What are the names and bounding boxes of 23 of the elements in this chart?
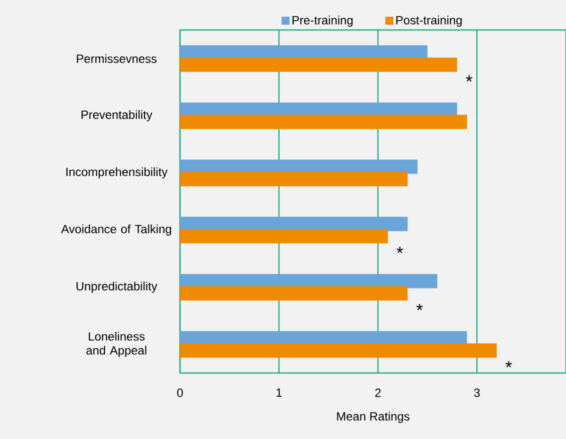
x-tick-label: 3 xyxy=(474,388,480,397)
y-tick-label: Permissevness xyxy=(76,54,157,63)
x-tick-label: 0 xyxy=(177,388,183,397)
annotation: * xyxy=(396,246,404,254)
annotation: * xyxy=(416,304,423,310)
bar xyxy=(180,58,458,72)
bar xyxy=(180,286,408,301)
y-tick-label: Incomprehensibility xyxy=(66,167,168,178)
x-tick-label: 1 xyxy=(276,388,282,397)
annotation: * xyxy=(506,361,512,368)
annotation: * xyxy=(466,75,472,82)
y-tick-label: Unpredictability xyxy=(76,282,158,293)
bar xyxy=(180,114,468,130)
y-tick-label: Preventability xyxy=(82,110,152,122)
x-axis-title: Mean Ratings xyxy=(337,412,410,423)
bar xyxy=(180,343,497,358)
legend-label: Post-training xyxy=(396,16,462,27)
x-tick-label: 2 xyxy=(375,388,381,397)
bar xyxy=(180,172,408,186)
bar xyxy=(180,229,388,244)
y-tick-label: Loneliness and Appeal xyxy=(86,332,146,357)
y-tick-label: Avoidance of Talking xyxy=(61,224,172,236)
legend-label: Pre-training xyxy=(292,16,353,27)
